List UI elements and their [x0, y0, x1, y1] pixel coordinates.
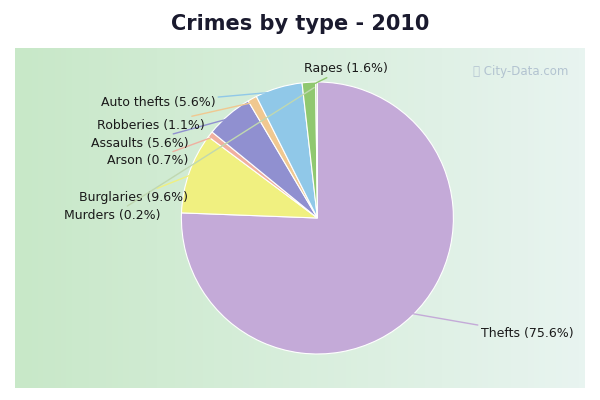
Wedge shape [212, 101, 317, 218]
Text: Robberies (1.1%): Robberies (1.1%) [97, 103, 251, 132]
Text: Assaults (5.6%): Assaults (5.6%) [91, 119, 229, 150]
Wedge shape [181, 82, 454, 354]
Text: Thefts (75.6%): Thefts (75.6%) [412, 314, 573, 340]
Wedge shape [248, 96, 317, 218]
Wedge shape [302, 82, 317, 218]
Wedge shape [316, 82, 317, 218]
Text: Crimes by type - 2010: Crimes by type - 2010 [171, 14, 429, 34]
Text: Murders (0.2%): Murders (0.2%) [65, 88, 314, 222]
Text: Auto thefts (5.6%): Auto thefts (5.6%) [101, 92, 277, 109]
Wedge shape [208, 132, 317, 218]
Text: Burglaries (9.6%): Burglaries (9.6%) [79, 175, 190, 204]
Text: ⓘ City-Data.com: ⓘ City-Data.com [473, 65, 568, 78]
Wedge shape [181, 137, 317, 218]
Text: Arson (0.7%): Arson (0.7%) [107, 138, 211, 167]
Text: Rapes (1.6%): Rapes (1.6%) [304, 62, 388, 85]
Wedge shape [256, 83, 317, 218]
